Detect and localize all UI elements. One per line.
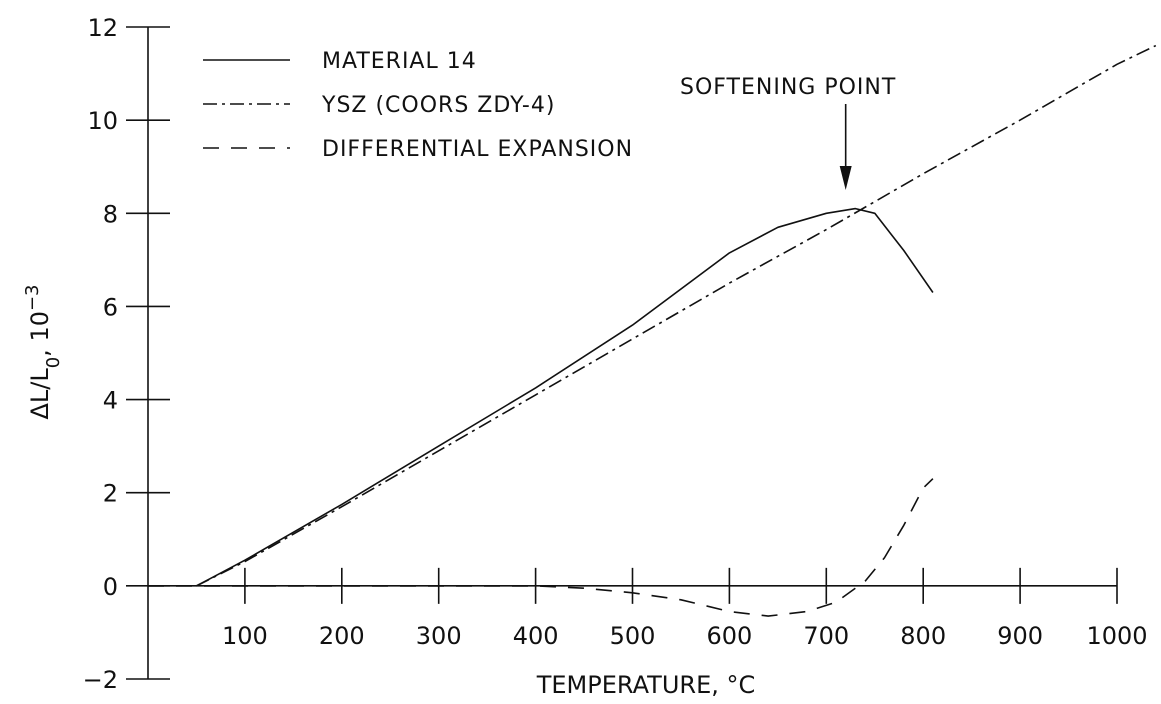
x-tick-label-0: 100: [222, 622, 268, 650]
y-axis-title: ΔL/L0, 10−3: [22, 284, 64, 419]
y-tick-label-4: 6: [103, 293, 118, 321]
y-tick-label-0: −2: [83, 666, 118, 694]
y-axis-title-exp: −3: [22, 284, 43, 311]
y-tick-label-7: 12: [87, 14, 118, 42]
y-tick-label-6: 10: [87, 107, 118, 135]
legend-label-differential-expansion: DIFFERENTIAL EXPANSION: [322, 137, 633, 162]
y-tick-label-2: 2: [103, 480, 118, 508]
x-tick-label-6: 700: [803, 622, 849, 650]
softening-point-label: SOFTENING POINT: [680, 75, 896, 100]
y-axis-title-sub: 0: [43, 357, 64, 368]
x-tick-label-3: 400: [513, 622, 559, 650]
legend: MATERIAL 14 YSZ (COORS ZDY-4) DIFFERENTI…: [203, 49, 633, 162]
x-tick-label-4: 500: [610, 622, 656, 650]
x-tick-label-9: 1000: [1086, 622, 1147, 650]
series-line-material-14: [196, 207, 934, 587]
y-tick-label-3: 4: [103, 387, 118, 415]
x-tick-label-5: 600: [706, 622, 752, 650]
series-line-ysz-coors-zdy-4: [196, 44, 1157, 587]
x-tick-label-7: 800: [900, 622, 946, 650]
x-tick-label-2: 300: [416, 622, 462, 650]
y-axis-title-main: ΔL/L: [26, 368, 54, 420]
x-tick-label-1: 200: [319, 622, 365, 650]
softening-point-annotation: SOFTENING POINT: [680, 75, 896, 190]
y-tick-label-5: 8: [103, 200, 118, 228]
y-tick-label-1: 0: [103, 573, 118, 601]
series-group: [148, 44, 1157, 617]
series-line-differential-expansion: [148, 478, 934, 617]
x-tick-label-8: 900: [997, 622, 1043, 650]
legend-label-material-14: MATERIAL 14: [322, 49, 477, 74]
x-axis-title: TEMPERATURE, °C: [536, 671, 756, 699]
softening-point-arrowhead: [839, 166, 852, 190]
axes: −2 0 2 4 6 8 10 12 100 200 300 400 500 600 700 800 900 10…: [83, 14, 1148, 694]
legend-label-ysz: YSZ (COORS ZDY-4): [321, 93, 555, 118]
y-axis-title-suffix: , 10: [26, 311, 54, 357]
